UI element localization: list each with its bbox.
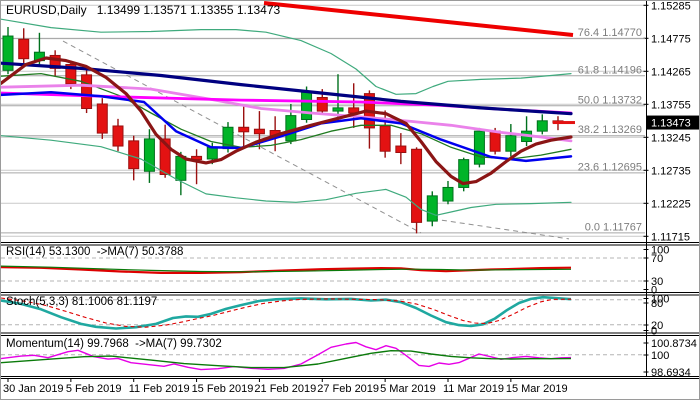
ohlc-values-label: 1.13499 1.13571 1.13355 1.13473 bbox=[96, 3, 281, 17]
fib-level-label: 23.6 1.12695 bbox=[578, 161, 642, 173]
current-close-marker bbox=[552, 121, 575, 125]
rsi-axis-label: 30 bbox=[651, 276, 663, 288]
price-axis-label: 1.14265 bbox=[651, 66, 691, 78]
stoch-axis-label: 0 bbox=[651, 326, 657, 338]
candle-body bbox=[536, 120, 548, 132]
time-axis-label: 30 Jan 2019 bbox=[3, 383, 64, 395]
time-axis-label: 15 Feb 2019 bbox=[192, 383, 254, 395]
price-axis-label: 1.13245 bbox=[651, 132, 691, 144]
price-axis-label: 1.12225 bbox=[651, 198, 691, 210]
fib-level-label: 50.0 1.13732 bbox=[578, 94, 642, 106]
symbol-timeframe-label: EURUSD,Daily bbox=[6, 3, 87, 17]
candle-body bbox=[159, 138, 171, 176]
candle-body bbox=[96, 103, 108, 134]
time-axis-label: 27 Feb 2019 bbox=[317, 383, 379, 395]
candle-body bbox=[128, 140, 140, 170]
bollinger-upper-band bbox=[1, 18, 572, 95]
stoch-axis-label: 80 bbox=[651, 298, 663, 310]
stoch-axis-label: 20 bbox=[651, 320, 663, 332]
candle-body bbox=[426, 195, 438, 222]
fib-level-label: 61.8 1.14196 bbox=[578, 64, 642, 76]
price-axis-label: 1.15285 bbox=[651, 1, 691, 12]
candle-body bbox=[411, 148, 423, 223]
momentum-indicator-label: Momentum(14) 99.7968 ->MA(7) 99.7302 bbox=[6, 338, 222, 350]
ma-orchid bbox=[1, 83, 573, 143]
candle-body bbox=[175, 155, 187, 181]
candle-body bbox=[395, 145, 407, 154]
candle-body bbox=[238, 126, 250, 133]
time-axis-label: 5 Feb 2019 bbox=[66, 383, 122, 395]
price-axis-label: 1.13755 bbox=[651, 99, 691, 111]
momentum-axis-label: 98.6934 bbox=[651, 367, 691, 379]
rsi-indicator-label: RSI(14) 53.1300 ->MA(7) 50.3788 bbox=[6, 246, 184, 258]
rsi-axis-label: 0 bbox=[651, 285, 657, 297]
candle-body bbox=[81, 74, 93, 110]
stoch-d-line bbox=[1, 297, 572, 328]
ma-blue bbox=[1, 91, 573, 163]
time-axis-label: 11 Feb 2019 bbox=[129, 383, 190, 395]
time-axis-label: 11 Mar 2019 bbox=[443, 383, 504, 395]
current-price-tag[interactable] bbox=[647, 115, 700, 130]
candle-body bbox=[442, 186, 454, 202]
fib-level-label: 38.2 1.13269 bbox=[578, 124, 642, 136]
candle-body bbox=[112, 125, 124, 147]
candle-body bbox=[285, 115, 297, 142]
bollinger-lower-band bbox=[1, 135, 572, 216]
momentum-ma-line bbox=[1, 350, 572, 369]
momentum-axis-label: 100 bbox=[651, 350, 669, 362]
fib-level-label: 0.0 1.11767 bbox=[585, 221, 642, 233]
price-axis-label: 1.14775 bbox=[651, 33, 691, 45]
candle-body bbox=[473, 130, 485, 165]
candle-body bbox=[65, 64, 77, 85]
candle-body bbox=[143, 138, 155, 172]
fib-level-label: 76.4 1.14770 bbox=[578, 27, 642, 39]
candle-body bbox=[505, 135, 517, 152]
minor-dashed-trendline bbox=[432, 218, 570, 240]
time-axis-label: 15 Mar 2019 bbox=[506, 383, 568, 395]
candle-body bbox=[49, 54, 61, 69]
candle-body bbox=[332, 107, 344, 112]
candle-body bbox=[253, 128, 265, 135]
price-axis-label: 1.11715 bbox=[651, 231, 690, 243]
momentum-axis-label: 100.8734 bbox=[651, 338, 697, 350]
momentum-line bbox=[1, 341, 572, 371]
time-axis-label: 21 Feb 2019 bbox=[254, 383, 316, 395]
candle-body bbox=[2, 35, 14, 71]
chart-title: EURUSD,Daily 1.13499 1.13571 1.13355 1.13… bbox=[6, 4, 280, 17]
descending-resistance-trendline bbox=[263, 1, 574, 37]
rsi-axis-label: 70 bbox=[651, 253, 663, 265]
stoch-axis-label: 100 bbox=[651, 294, 669, 306]
rsi-ma-line bbox=[1, 265, 572, 273]
current-price-tag-label: 1.13473 bbox=[651, 118, 691, 130]
candle-body bbox=[301, 91, 313, 121]
time-axis-label: 5 Mar 2019 bbox=[380, 383, 436, 395]
candle-body bbox=[316, 97, 328, 112]
stoch-indicator-label: Stoch(5,3,3) 81.1006 81.1197 bbox=[6, 296, 158, 308]
rsi-axis-label: 100 bbox=[651, 245, 669, 257]
candle-body bbox=[18, 38, 30, 60]
candle-body bbox=[458, 159, 470, 188]
candle-body bbox=[379, 125, 391, 152]
candle-body bbox=[489, 130, 501, 152]
ma-darkred bbox=[1, 56, 573, 186]
candle-body bbox=[206, 146, 218, 160]
price-axis-label: 1.12735 bbox=[651, 165, 691, 177]
